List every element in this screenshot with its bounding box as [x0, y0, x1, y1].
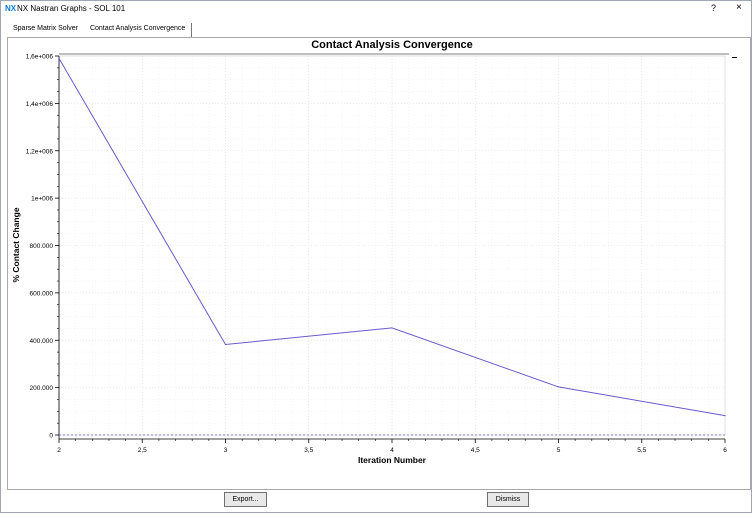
title-bar: NX NX Nastran Graphs - SOL 101 ? × [1, 1, 751, 19]
dismiss-button[interactable]: Dismiss [487, 492, 529, 507]
panel-side-dash [732, 57, 737, 58]
help-button[interactable]: ? [711, 3, 717, 13]
graph-panel [7, 37, 751, 490]
nx-logo-icon: NX [5, 4, 17, 13]
window-title: NX Nastran Graphs - SOL 101 [17, 4, 126, 13]
tab-sparse-matrix-solver[interactable]: Sparse Matrix Solver [13, 25, 78, 32]
export-button[interactable]: Export... [224, 492, 267, 507]
tab-bar: Sparse Matrix Solver Contact Analysis Co… [7, 23, 193, 37]
tab-contact-analysis-convergence[interactable]: Contact Analysis Convergence [83, 23, 193, 37]
close-button[interactable]: × [736, 2, 742, 13]
